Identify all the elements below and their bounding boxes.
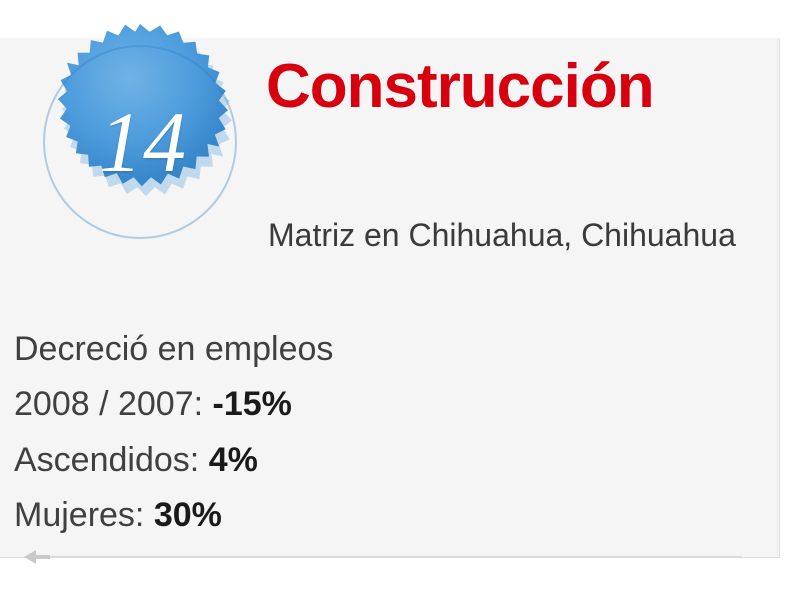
stat-label: Decreció en empleos — [14, 330, 334, 368]
rank-number: 14 — [99, 94, 187, 190]
stat-label: 2008 / 2007: — [14, 385, 204, 424]
page-title: Construcción — [266, 52, 655, 121]
rank-seal: 14 — [26, 24, 254, 274]
stat-value: -15% — [212, 385, 292, 424]
stat-row: Ascendidos: 4% — [14, 433, 754, 488]
card-panel-inner-border — [0, 38, 778, 556]
stat-value: 4% — [208, 440, 258, 479]
stat-row: Mujeres: 30% — [14, 488, 754, 543]
arrow-stem — [34, 555, 50, 559]
stat-label: Ascendidos: — [14, 440, 200, 479]
footer-divider — [30, 556, 742, 557]
stat-row: Decreció en empleos — [14, 322, 754, 377]
stats-list: Decreció en empleos 2008 / 2007: -15% As… — [14, 322, 754, 544]
starburst-icon — [43, 24, 237, 239]
stat-value: 30% — [153, 496, 222, 535]
stat-row: 2008 / 2007: -15% — [14, 377, 754, 432]
stat-label: Mujeres: — [14, 496, 145, 535]
headquarters-location: Matriz en Chihuahua, Chihuahua — [268, 217, 736, 253]
arrow-left-icon — [24, 550, 36, 564]
